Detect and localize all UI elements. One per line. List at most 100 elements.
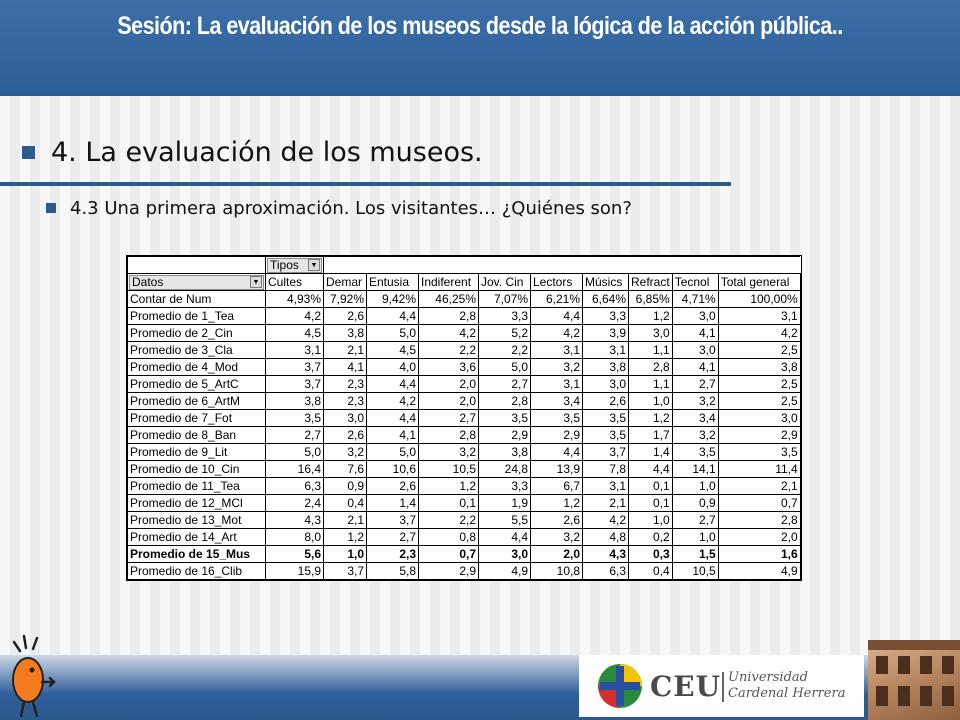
university-line1: Universidad [728,670,808,685]
table-cell: 5,0 [366,443,419,461]
table-cell: 3,8 [582,358,629,376]
table-cell: 5,0 [265,443,324,461]
university-name: Universidad Cardenal Herrera [728,670,845,702]
table-cell: 3,5 [717,443,801,461]
table-cell: 1,2 [530,494,583,512]
table-cell: 4,1 [671,358,719,376]
table-cell: 4,3 [265,511,324,529]
table-cell: 1,1 [628,341,673,359]
table-cell: 3,8 [717,358,801,376]
table-cell: 2,6 [582,392,629,410]
table-cell: 7,6 [323,460,367,478]
column-header: Cultes [265,273,324,291]
table-cell: 2,2 [418,511,479,529]
row-label: Promedio de 8_Ban [127,426,266,444]
table-cell: 3,1 [530,375,583,393]
table-cell: 6,64% [582,290,629,308]
table-cell: 10,6 [366,460,419,478]
table-cell: 2,7 [366,528,419,546]
table-row: Promedio de 7_Fot 3,5 3,0 4,4 2,7 3,5 3,5 3,5 1,… [127,409,801,427]
table-cell: 2,8 [478,392,531,410]
datos-filter[interactable]: Datos ▼ [129,274,264,290]
table-cell: 4,4 [628,460,673,478]
section-rule [0,182,731,186]
table-cell: 8,0 [265,528,324,546]
table-cell: 4,1 [366,426,419,444]
table-cell: 3,3 [478,477,531,495]
table-cell: 3,0 [628,324,673,342]
table-cell: 3,7 [582,443,629,461]
table-cell: 2,8 [418,426,479,444]
table-cell: 4,4 [366,409,419,427]
table-cell: 4,2 [582,511,629,529]
row-label: Contar de Num [127,290,266,308]
table-cell: 0,3 [628,545,673,563]
table-cell: 1,0 [628,392,673,410]
row-label: Promedio de 4_Mod [127,358,266,376]
table-row: Promedio de 10_Cin 16,4 7,6 10,6 10,5 24,8 13,… [127,460,801,478]
building-photo [868,640,960,720]
table-cell: 10,5 [418,460,479,478]
dropdown-arrow-icon[interactable]: ▼ [308,259,320,271]
table-cell: 0,4 [323,494,367,512]
table-cell: 4,8 [582,528,629,546]
row-field-cell[interactable]: Datos ▼ [127,273,266,291]
table-cell: 3,7 [265,375,324,393]
table-cell: 3,0 [582,375,629,393]
table-cell: 4,5 [265,324,324,342]
column-header: Lectors [530,273,583,291]
table-cell: 3,5 [582,426,629,444]
row-label: Promedio de 13_Mot [127,511,266,529]
table-cell: 2,8 [628,358,673,376]
table-cell: 3,9 [582,324,629,342]
table-cell: 6,85% [628,290,673,308]
table-cell: 3,2 [530,358,583,376]
table-cell: 3,0 [323,409,367,427]
bullet-square-icon [46,203,56,213]
table-row: Promedio de 1_Tea 4,2 2,6 4,4 2,8 3,3 4,4 3,3 1,… [127,307,801,325]
table-cell: 15,9 [265,562,324,580]
table-cell: 2,5 [717,375,801,393]
table-cell: 2,7 [671,375,719,393]
table-cell: 0,9 [671,494,719,512]
table-cell: 2,1 [582,494,629,512]
table-cell: 7,07% [478,290,531,308]
table-cell: 3,2 [418,443,479,461]
table-cell: 10,8 [530,562,583,580]
table-cell: 4,4 [366,375,419,393]
table-cell: 0,1 [628,494,673,512]
table-row: Promedio de 9_Lit 5,0 3,2 5,0 3,2 3,8 4,4 3,7 1,… [127,443,801,461]
table-cell: 0,9 [323,477,367,495]
table-cell: 3,5 [582,409,629,427]
table-cell: 1,9 [478,494,531,512]
table-cell: 4,2 [530,324,583,342]
table-cell: 2,7 [418,409,479,427]
bullet-level1-text: 4. La evaluación de los museos. [51,136,483,168]
table-cell: 5,8 [366,562,419,580]
bullet-level2: 4.3 Una primera aproximación. Los visita… [46,195,632,221]
table-cell: 2,2 [478,341,531,359]
pivot-blank-row: Tipos ▼ [127,256,801,274]
table-cell: 0,8 [418,528,479,546]
table-row: Promedio de 11_Tea 6,3 0,9 2,6 1,2 3,3 6,7 3,1 0… [127,477,801,495]
dropdown-arrow-icon[interactable]: ▼ [250,276,262,288]
tipos-filter[interactable]: Tipos ▼ [267,257,322,273]
table-cell: 10,5 [671,562,719,580]
table-cell: 14,1 [671,460,719,478]
table-cell: 5,0 [366,324,419,342]
table-cell: 4,4 [366,307,419,325]
page-field-cell[interactable]: Tipos ▼ [265,256,324,274]
table-cell: 5,0 [478,358,531,376]
table-cell: 1,4 [628,443,673,461]
column-header: Jov. Cin [478,273,531,291]
table-cell: 1,0 [671,528,719,546]
table-cell: 2,9 [530,426,583,444]
table-cell: 3,5 [478,409,531,427]
table-cell: 4,71% [671,290,719,308]
table-cell: 100,00% [717,290,801,308]
table-cell: 6,3 [265,477,324,495]
table-row: Promedio de 8_Ban 2,7 2,6 4,1 2,8 2,9 2,9 3,5 1,… [127,426,801,444]
table-cell: 3,8 [478,443,531,461]
table-cell: 0,2 [628,528,673,546]
table-cell: 3,5 [671,443,719,461]
